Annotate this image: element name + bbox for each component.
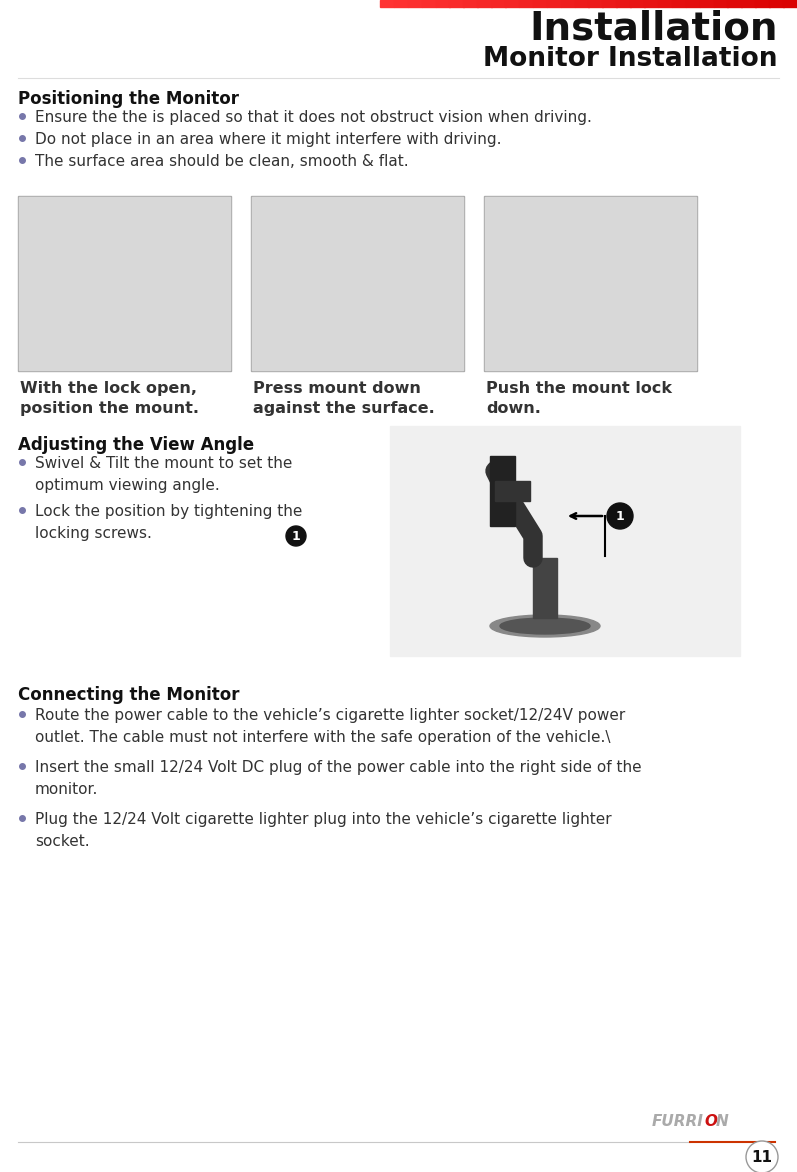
Bar xyxy=(491,0,505,7)
Text: against the surface.: against the surface. xyxy=(253,401,434,416)
Text: Route the power cable to the vehicle’s cigarette lighter socket/12/24V power: Route the power cable to the vehicle’s c… xyxy=(35,708,626,723)
Bar xyxy=(252,197,463,370)
Text: 1: 1 xyxy=(292,530,300,543)
Circle shape xyxy=(607,503,633,529)
Text: Press mount down: Press mount down xyxy=(253,381,421,396)
Text: Monitor Installation: Monitor Installation xyxy=(484,46,778,71)
Bar xyxy=(495,481,530,500)
Text: Insert the small 12/24 Volt DC plug of the power cable into the right side of th: Insert the small 12/24 Volt DC plug of t… xyxy=(35,759,642,775)
Bar xyxy=(436,0,450,7)
Text: 1: 1 xyxy=(615,510,624,523)
Ellipse shape xyxy=(500,618,590,634)
Ellipse shape xyxy=(490,615,600,638)
Bar xyxy=(672,0,686,7)
Bar xyxy=(390,425,740,656)
Bar xyxy=(484,196,697,372)
Bar xyxy=(463,0,477,7)
Bar xyxy=(408,0,422,7)
Text: Installation: Installation xyxy=(529,11,778,48)
Text: The surface area should be clean, smooth & flat.: The surface area should be clean, smooth… xyxy=(35,154,409,169)
Text: Lock the position by tightening the: Lock the position by tightening the xyxy=(35,504,302,519)
Text: Adjusting the View Angle: Adjusting the View Angle xyxy=(18,436,254,454)
Bar xyxy=(18,196,231,372)
Bar xyxy=(251,196,464,372)
Bar xyxy=(769,0,783,7)
Text: monitor.: monitor. xyxy=(35,782,98,797)
Text: optimum viewing angle.: optimum viewing angle. xyxy=(35,478,220,493)
Bar xyxy=(505,0,520,7)
Bar xyxy=(588,0,603,7)
Text: Plug the 12/24 Volt cigarette lighter plug into the vehicle’s cigarette lighter: Plug the 12/24 Volt cigarette lighter pl… xyxy=(35,812,611,827)
Bar xyxy=(575,0,589,7)
Bar xyxy=(728,0,742,7)
Text: FURRI: FURRI xyxy=(652,1115,704,1130)
Bar xyxy=(490,456,515,526)
Text: Connecting the Monitor: Connecting the Monitor xyxy=(18,686,240,704)
Text: Do not place in an area where it might interfere with driving.: Do not place in an area where it might i… xyxy=(35,132,501,146)
Bar xyxy=(422,0,436,7)
Bar xyxy=(700,0,714,7)
Bar xyxy=(630,0,645,7)
Text: O: O xyxy=(704,1115,717,1130)
Bar xyxy=(394,0,408,7)
Bar xyxy=(756,0,770,7)
Text: Positioning the Monitor: Positioning the Monitor xyxy=(18,90,239,108)
Bar xyxy=(450,0,464,7)
Bar xyxy=(741,0,756,7)
Text: down.: down. xyxy=(486,401,541,416)
Bar xyxy=(658,0,673,7)
Bar xyxy=(19,197,230,370)
Text: socket.: socket. xyxy=(35,834,89,849)
Bar xyxy=(519,0,533,7)
Circle shape xyxy=(746,1142,778,1172)
Text: Ensure the the is placed so that it does not obstruct vision when driving.: Ensure the the is placed so that it does… xyxy=(35,110,592,125)
Bar xyxy=(616,0,630,7)
Text: Swivel & Tilt the mount to set the: Swivel & Tilt the mount to set the xyxy=(35,456,292,471)
Text: Push the mount lock: Push the mount lock xyxy=(486,381,672,396)
Bar xyxy=(603,0,617,7)
Bar xyxy=(380,0,395,7)
Bar xyxy=(783,0,797,7)
Bar xyxy=(485,197,696,370)
Text: outlet. The cable must not interfere with the safe operation of the vehicle.\: outlet. The cable must not interfere wit… xyxy=(35,730,611,745)
Text: position the mount.: position the mount. xyxy=(20,401,199,416)
Bar xyxy=(644,0,658,7)
Text: N: N xyxy=(716,1115,728,1130)
Bar xyxy=(713,0,728,7)
Bar xyxy=(533,558,557,618)
Bar xyxy=(477,0,492,7)
Text: locking screws.: locking screws. xyxy=(35,526,152,541)
Circle shape xyxy=(286,526,306,546)
Bar xyxy=(547,0,561,7)
Bar xyxy=(533,0,548,7)
Text: 11: 11 xyxy=(752,1150,772,1165)
Text: With the lock open,: With the lock open, xyxy=(20,381,197,396)
Bar xyxy=(561,0,575,7)
Bar xyxy=(685,0,701,7)
